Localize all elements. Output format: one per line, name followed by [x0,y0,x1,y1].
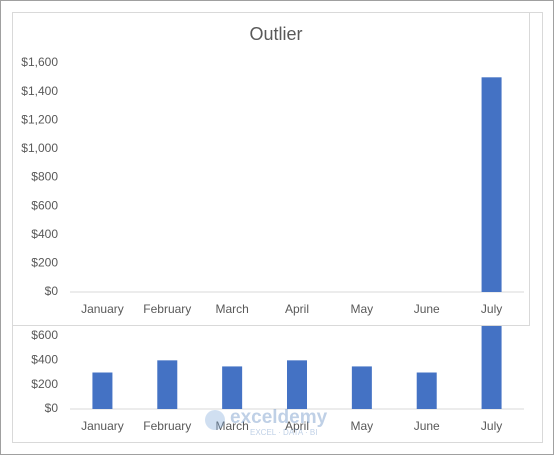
bars [92,300,502,409]
top-chart: $0 $200 $400 $600 $800 $1,000 $1,200 $1,400 $1,6… [21,55,524,316]
x-tick-label: January [81,419,124,433]
y-tick-label: $600 [31,328,58,342]
bar [157,360,178,409]
bar [287,360,307,409]
x-tick-label: April [285,302,309,316]
watermark-tagline: EXCEL · DATA · BI [250,428,317,437]
y-tick-label: $1,000 [21,141,58,155]
chart-box-top [12,12,530,326]
x-tick-label: June [414,419,440,433]
bar [92,372,113,409]
x-tick-label: January [81,302,124,316]
bar [222,366,243,409]
watermark-icon [205,410,225,430]
x-tick-label: July [481,302,502,316]
y-tick-label: $1,200 [21,112,58,126]
x-tick-label: May [351,302,374,316]
y-tick-label: $400 [31,227,58,241]
bar [416,372,437,409]
y-tick-label: $800 [31,170,58,184]
x-tick-label: February [143,419,191,433]
y-tick-label: $600 [31,198,58,212]
y-tick-label: $1,600 [21,55,58,69]
bars [481,77,502,292]
x-tick-label: April [285,419,309,433]
x-tick-label: June [414,302,440,316]
bar [351,366,372,409]
y-tick-label: $1,400 [21,84,58,98]
bottom-chart: $0 $200 $400 $600 January February March April M… [31,300,524,433]
y-tick-label: $200 [31,256,58,270]
x-tick-label: February [143,302,191,316]
watermark: exceldemy EXCEL · DATA · BI [205,407,328,437]
bar [481,77,502,292]
y-tick-label: $200 [31,377,58,391]
y-tick-label: $0 [45,401,59,415]
y-tick-label: $0 [45,284,59,298]
watermark-name: exceldemy [230,407,328,428]
x-tick-label: March [215,302,248,316]
y-tick-label: $400 [31,353,58,367]
bar [481,300,502,409]
x-tick-label: March [215,419,248,433]
x-tick-label: July [481,419,502,433]
x-tick-label: May [351,419,374,433]
chart-title: Outlier [249,24,302,44]
